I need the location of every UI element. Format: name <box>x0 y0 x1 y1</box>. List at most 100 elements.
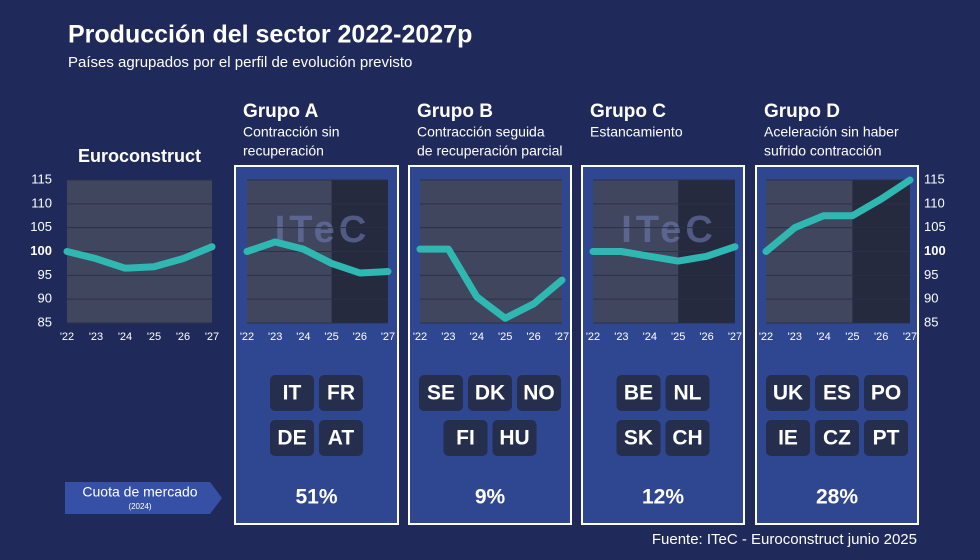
y-tick-label: 105 <box>30 219 52 234</box>
group-name: Grupo C <box>590 101 666 122</box>
country-code: AT <box>328 427 355 450</box>
group-description: Aceleración sin haber <box>764 124 899 140</box>
watermark: ITeC <box>621 209 717 251</box>
country-code: IE <box>778 427 798 450</box>
x-tick-label: '26 <box>353 331 367 343</box>
share-title: Cuota de mercado <box>82 484 197 500</box>
country-code: NL <box>674 382 702 405</box>
x-tick-label: '24 <box>296 331 310 343</box>
y-tick-label: 115 <box>31 171 52 186</box>
market-share: 28% <box>816 486 858 509</box>
y-tick-label: 95 <box>38 267 52 282</box>
x-tick-label: '22 <box>60 331 74 343</box>
x-tick-label: '24 <box>643 331 657 343</box>
country-box <box>443 420 488 456</box>
x-tick-label: '23 <box>614 331 628 343</box>
x-tick-label: '25 <box>324 331 338 343</box>
line <box>63 243 216 272</box>
country-code: NO <box>523 382 555 405</box>
country-box <box>517 375 561 411</box>
group-name: Grupo D <box>764 101 840 122</box>
series-name: Euroconstruct <box>78 146 201 166</box>
y-tick-label-right: 100 <box>924 243 946 258</box>
x-tick-label: '27 <box>903 331 917 343</box>
group-name: Grupo B <box>417 101 493 122</box>
group-name: Grupo A <box>243 101 319 122</box>
x-tick-label: '23 <box>441 331 455 343</box>
country-code: FR <box>327 382 355 405</box>
x-tick-label: '26 <box>874 331 888 343</box>
country-box <box>864 420 908 456</box>
x-tick-label: '26 <box>176 331 190 343</box>
country-box <box>665 420 710 456</box>
country-box <box>665 375 710 411</box>
x-tick-label: '25 <box>498 331 512 343</box>
country-code: SE <box>427 382 455 405</box>
group-description: de recuperación parcial <box>417 143 563 159</box>
x-tick-label: '25 <box>671 331 685 343</box>
country-code: SK <box>624 427 653 450</box>
y-tick-label: 85 <box>38 314 52 329</box>
line <box>243 238 392 277</box>
x-tick-label: '22 <box>759 331 773 343</box>
group-description: Contracción sin <box>243 124 340 140</box>
source: Fuente: ITeC - Euroconstruct junio 2025 <box>652 531 917 548</box>
subtitle: Países agrupados por el perfil de evoluc… <box>68 54 412 71</box>
x-tick-label: '23 <box>89 331 103 343</box>
country-code: CZ <box>823 427 851 450</box>
x-tick-label: '26 <box>526 331 540 343</box>
country-code: BE <box>624 382 653 405</box>
group-description: Contracción seguida <box>417 124 545 140</box>
x-tick-label: '26 <box>699 331 713 343</box>
country-box <box>419 375 463 411</box>
country-box <box>270 375 314 411</box>
country-code: CH <box>672 427 702 450</box>
country-box <box>270 420 314 456</box>
y-tick-label-right: 90 <box>924 291 938 306</box>
country-code: IT <box>283 382 302 405</box>
x-tick-label: '25 <box>147 331 161 343</box>
x-tick-label: '27 <box>728 331 742 343</box>
group-description: recuperación <box>243 143 324 159</box>
x-tick-label: '27 <box>205 331 219 343</box>
country-box <box>492 420 537 456</box>
y-tick-label: 100 <box>30 243 52 258</box>
market-share: 12% <box>642 486 684 509</box>
line <box>762 176 914 255</box>
y-tick-label-right: 105 <box>924 219 946 234</box>
x-tick-label: '23 <box>788 331 802 343</box>
x-tick-label: '24 <box>470 331 484 343</box>
country-box <box>319 375 363 411</box>
country-box <box>815 375 859 411</box>
country-code: UK <box>773 382 803 405</box>
x-tick-label: '22 <box>240 331 254 343</box>
country-box <box>766 420 810 456</box>
country-code: DE <box>277 427 306 450</box>
country-box <box>766 375 810 411</box>
x-tick-label: '27 <box>555 331 569 343</box>
group-description: sufrido contracción <box>764 143 882 159</box>
country-box <box>319 420 363 456</box>
x-tick-label: '27 <box>381 331 395 343</box>
country-box <box>468 375 512 411</box>
country-box <box>616 420 661 456</box>
country-code: ES <box>823 382 851 405</box>
x-tick-label: '23 <box>268 331 282 343</box>
country-code: FI <box>456 427 475 450</box>
market-share: 51% <box>295 486 337 509</box>
country-code: HU <box>499 427 529 450</box>
title: Producción del sector 2022-2027p <box>68 21 472 49</box>
y-tick-label-right: 95 <box>924 267 938 282</box>
country-box <box>616 375 661 411</box>
x-tick-label: '22 <box>413 331 427 343</box>
y-tick-label: 90 <box>38 291 52 306</box>
x-tick-label: '22 <box>586 331 600 343</box>
y-tick-label-right: 110 <box>924 195 945 210</box>
line <box>589 243 739 265</box>
country-code: DK <box>475 382 505 405</box>
share-banner <box>65 482 222 514</box>
y-tick-label-right: 85 <box>924 314 938 329</box>
y-tick-label-right: 115 <box>924 171 945 186</box>
group-description: Estancamiento <box>590 124 683 140</box>
